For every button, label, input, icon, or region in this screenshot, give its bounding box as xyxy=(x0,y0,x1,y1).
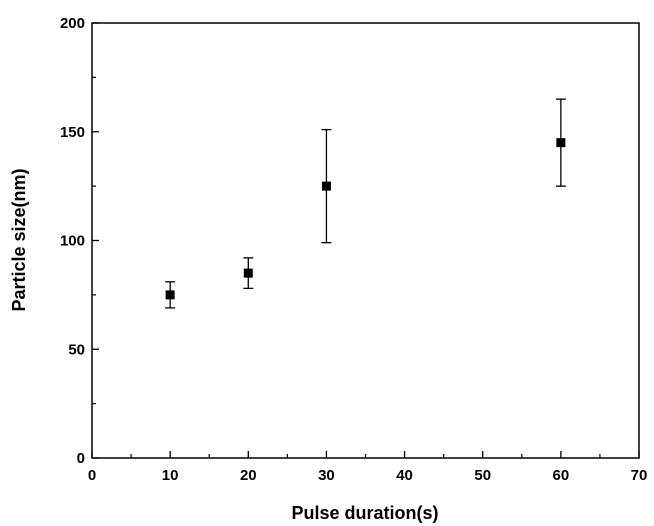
x-tick-label: 60 xyxy=(553,467,570,484)
tick-labels: 0 10 20 30 40 50 60 70 0 50 100 150 200 xyxy=(60,15,647,484)
x-tick-label: 0 xyxy=(88,467,96,484)
data-point-marker xyxy=(243,268,253,278)
data-point-marker xyxy=(321,181,331,191)
x-axis-title: Pulse duration(s) xyxy=(291,503,438,523)
x-tick-label: 40 xyxy=(396,467,413,484)
data-points xyxy=(165,138,566,300)
y-tick-label: 200 xyxy=(60,15,85,32)
plot-frame xyxy=(91,22,640,459)
error-bars xyxy=(165,98,566,309)
y-tick-label: 0 xyxy=(77,450,85,467)
y-tick-label: 150 xyxy=(60,124,85,141)
x-tick-label: 30 xyxy=(318,467,335,484)
x-tick-label: 50 xyxy=(474,467,491,484)
axis-ticks xyxy=(91,22,640,459)
y-tick-label: 50 xyxy=(68,341,85,358)
data-point-marker xyxy=(165,290,175,300)
y-axis-title: Particle size(nm) xyxy=(9,168,29,311)
y-tick-label: 100 xyxy=(60,233,85,250)
x-tick-label: 20 xyxy=(240,467,257,484)
x-tick-label: 10 xyxy=(162,467,179,484)
x-tick-label: 70 xyxy=(631,467,648,484)
data-point-marker xyxy=(556,138,566,148)
